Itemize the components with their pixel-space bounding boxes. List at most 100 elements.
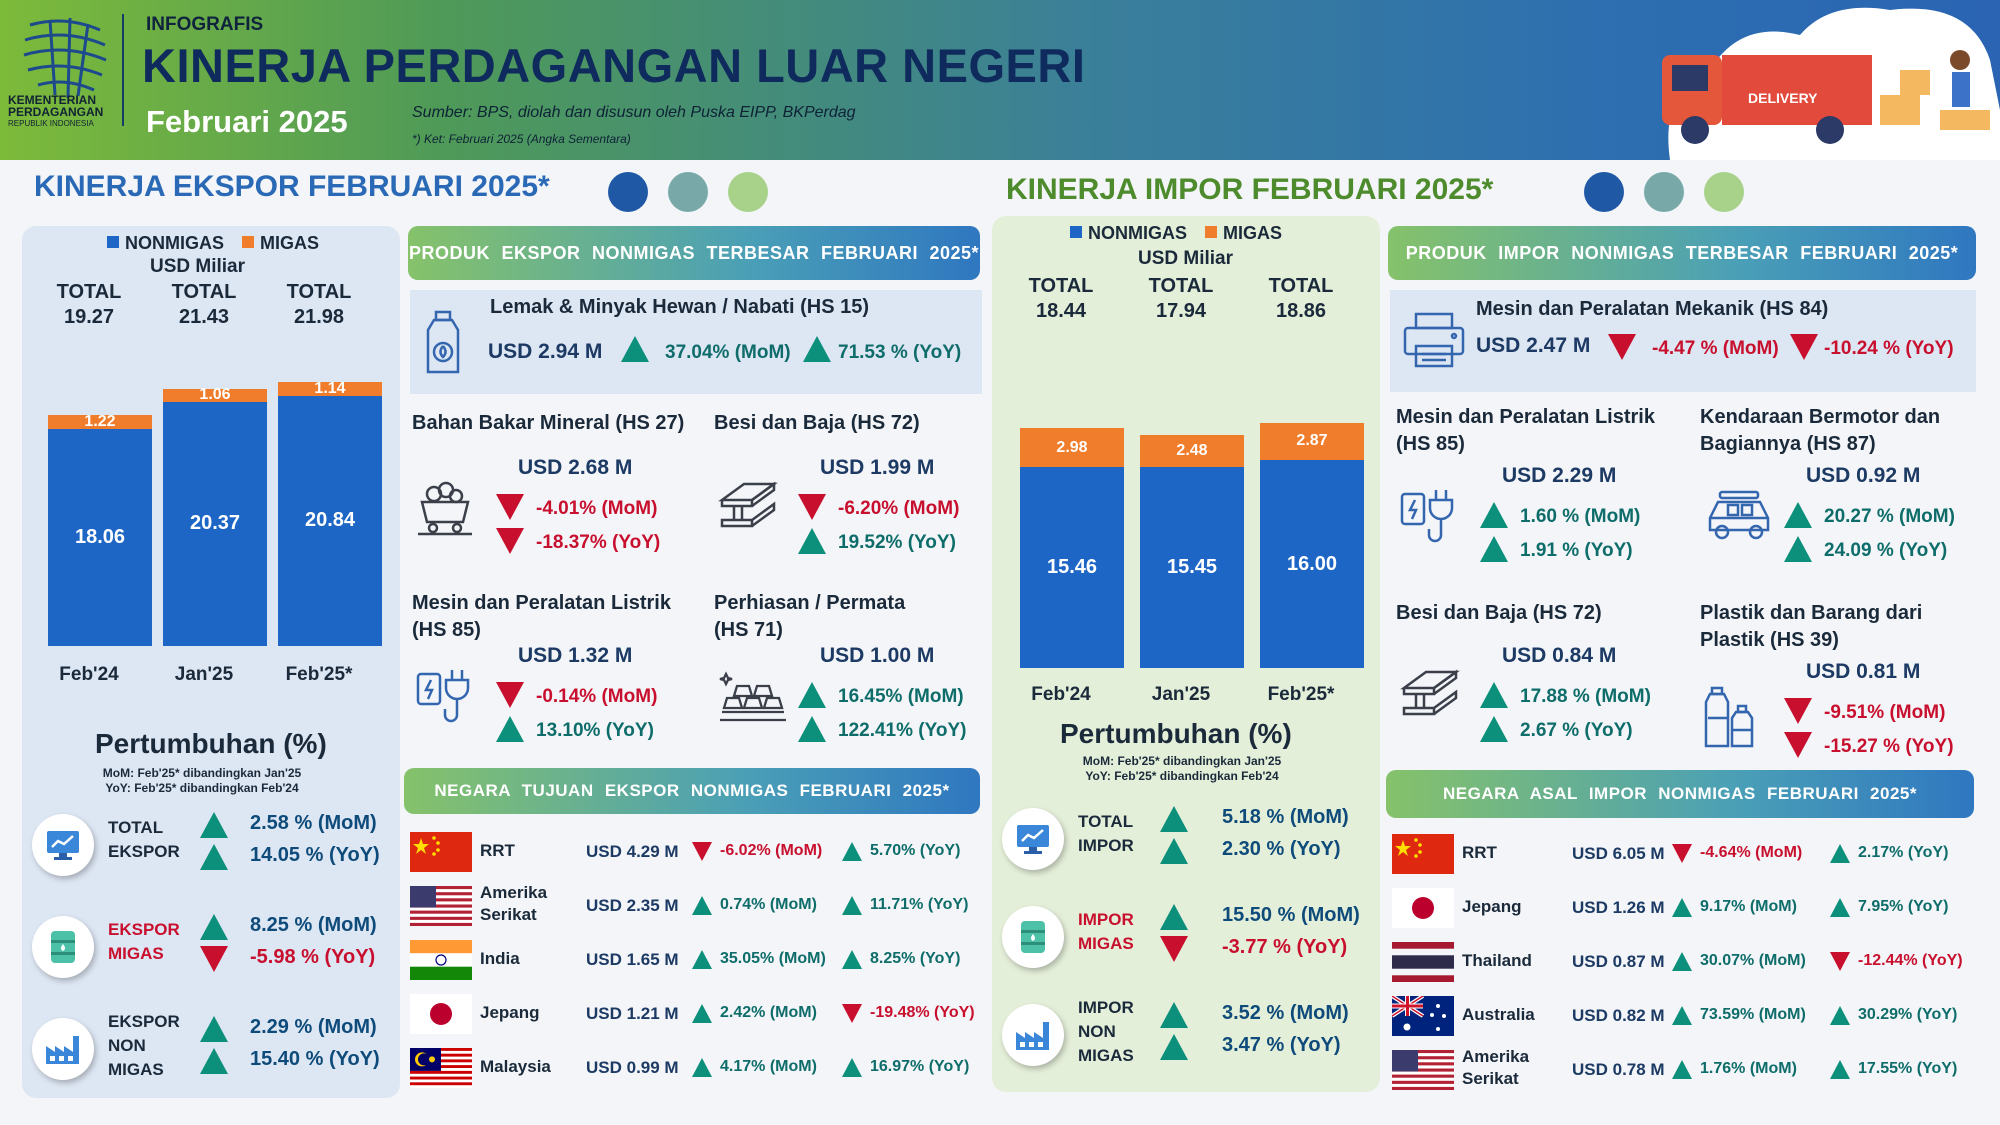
country-mom: 30.07% (MoM) bbox=[1700, 952, 1806, 969]
growth-mom: 2.29 % (MoM) bbox=[250, 1016, 377, 1038]
product-value: USD 1.99 M bbox=[820, 456, 935, 479]
product-yoy: 1.91 % (YoY) bbox=[1520, 540, 1633, 561]
bar-segment-nonmigas: 15.46 bbox=[1020, 467, 1124, 668]
country-name-line: Thailand bbox=[1462, 951, 1532, 970]
trend-up-icon bbox=[1160, 1034, 1188, 1060]
growth-label-line: NON bbox=[1078, 1022, 1116, 1041]
product-yoy: 19.52% (YoY) bbox=[838, 532, 956, 553]
product-name: Mesin dan Peralatan Listrik (HS 85) bbox=[1396, 404, 1655, 458]
oil-bottle-icon bbox=[422, 310, 464, 381]
country-name-line: Australia bbox=[1462, 1005, 1535, 1024]
chart-monitor-icon bbox=[32, 814, 94, 876]
growth-label-line: IMPOR bbox=[1078, 836, 1134, 855]
decor-dot bbox=[1584, 172, 1624, 212]
data-source: Sumber: BPS, diolah dan disusun oleh Pus… bbox=[412, 104, 856, 121]
product-value: USD 0.81 M bbox=[1806, 660, 1921, 683]
trend-up-icon bbox=[200, 1016, 228, 1042]
trend-up-icon bbox=[200, 844, 228, 870]
country-name: Thailand bbox=[1462, 950, 1532, 972]
growth-yoy: 15.40 % (YoY) bbox=[250, 1048, 380, 1070]
product-name-line: Plastik dan Barang dari bbox=[1700, 602, 1923, 624]
bar-total-label: TOTAL 21.43 bbox=[149, 280, 259, 330]
country-mom: 9.17% (MoM) bbox=[1700, 898, 1797, 915]
country-name: Jepang bbox=[480, 1002, 540, 1024]
export-growth-note: MoM: Feb'25* dibandingkan Jan'25 YoY: Feb… bbox=[102, 766, 302, 795]
export-countries-banner: NEGARA TUJUAN EKSPOR NONMIGAS FEBRUARI 2… bbox=[404, 768, 980, 814]
flag-australia-icon bbox=[1390, 994, 1454, 1036]
trend-up-icon bbox=[1830, 1060, 1850, 1079]
trend-down-icon bbox=[692, 842, 712, 861]
product-yoy: 13.10% (YoY) bbox=[536, 720, 654, 741]
bar-total-label: TOTAL 18.44 bbox=[1006, 274, 1116, 324]
trend-up-icon bbox=[692, 950, 712, 969]
car-icon bbox=[1704, 488, 1774, 547]
growth-label-line: NON bbox=[108, 1036, 146, 1055]
delivery-truck-icon: DELIVERY bbox=[1662, 7, 2000, 160]
trend-up-icon bbox=[1160, 806, 1188, 832]
category-label: Jan'25 bbox=[1151, 684, 1211, 705]
product-name-line: (HS 71) bbox=[714, 619, 783, 641]
country-name-line: Amerika bbox=[480, 883, 548, 902]
growth-label: IMPOR MIGAS bbox=[1078, 908, 1134, 956]
export-legend: NONMIGAS MIGAS bbox=[107, 233, 319, 254]
growth-label: EKSPOR MIGAS bbox=[108, 918, 180, 966]
flag-malaysia-icon bbox=[410, 1048, 472, 1088]
category-label: Feb'25* bbox=[1267, 684, 1335, 705]
country-value: USD 1.21 M bbox=[586, 1004, 679, 1023]
import-chart-panel: NONMIGAS MIGAS USD Miliar Pertumbuhan (%… bbox=[992, 216, 1380, 1092]
trend-up-icon bbox=[200, 914, 228, 940]
trend-up-icon bbox=[692, 1058, 712, 1077]
bar-total-label: TOTAL 17.94 bbox=[1126, 274, 1236, 324]
bar-segment-nonmigas: 20.84 bbox=[278, 395, 382, 646]
product-mom: -9.51% (MoM) bbox=[1824, 702, 1946, 723]
total-caption: TOTAL bbox=[171, 281, 237, 303]
bar-segment-migas: 2.87 bbox=[1260, 422, 1364, 460]
trend-down-icon bbox=[1672, 844, 1692, 863]
growth-label: TOTAL EKSPOR bbox=[108, 816, 180, 864]
product-name-line: Perhiasan / Permata bbox=[714, 592, 906, 614]
product-yoy: 2.67 % (YoY) bbox=[1520, 720, 1633, 741]
country-value: USD 2.35 M bbox=[586, 896, 679, 915]
trend-down-icon bbox=[1160, 936, 1188, 962]
import-unit-label: USD Miliar bbox=[1138, 248, 1234, 269]
product-name: Plastik dan Barang dari Plastik (HS 39) bbox=[1700, 600, 1922, 654]
trend-up-icon bbox=[1672, 1060, 1692, 1079]
bar-segment-nonmigas: 16.00 bbox=[1260, 460, 1364, 668]
country-value: USD 1.65 M bbox=[586, 950, 679, 969]
trend-up-icon bbox=[1480, 716, 1508, 742]
country-name-line: RRT bbox=[480, 841, 515, 860]
growth-yoy: 3.47 % (YoY) bbox=[1222, 1034, 1341, 1056]
trend-up-icon bbox=[200, 1048, 228, 1074]
growth-label-line: EKSPOR bbox=[108, 1012, 180, 1031]
growth-yoy: 2.30 % (YoY) bbox=[1222, 838, 1341, 860]
trend-up-icon bbox=[621, 336, 649, 362]
steel-beam-icon bbox=[718, 480, 780, 541]
product-mom: -6.20% (MoM) bbox=[838, 498, 960, 519]
country-value: USD 0.82 M bbox=[1572, 1006, 1665, 1025]
growth-yoy: 14.05 % (YoY) bbox=[250, 844, 380, 866]
page-title: KINERJA PERDAGANGAN LUAR NEGERI bbox=[142, 39, 1086, 92]
growth-label-line: EKSPOR bbox=[108, 920, 180, 939]
product-name: Besi dan Baja (HS 72) bbox=[714, 410, 920, 437]
legend-nonmigas: NONMIGAS bbox=[1070, 223, 1187, 244]
growth-label: IMPOR NON MIGAS bbox=[1078, 996, 1134, 1068]
product-mom: 1.60 % (MoM) bbox=[1520, 506, 1641, 527]
country-mom: 0.74% (MoM) bbox=[720, 896, 817, 913]
bar-segment-migas: 1.14 bbox=[278, 380, 382, 397]
flag-japan-icon bbox=[410, 994, 472, 1034]
ministry-logo-icon bbox=[23, 17, 107, 99]
legend-migas: MIGAS bbox=[242, 233, 319, 254]
product-name-line: (HS 85) bbox=[412, 619, 481, 641]
product-name-line: Mesin dan Peralatan Listrik bbox=[1396, 406, 1655, 428]
bar-total-label: TOTAL 21.98 bbox=[264, 280, 374, 330]
product-mom: 20.27 % (MoM) bbox=[1824, 506, 1955, 527]
import-countries-banner: NEGARA ASAL IMPOR NONMIGAS FEBRUARI 2025… bbox=[1386, 770, 1974, 818]
growth-mom: 2.58 % (MoM) bbox=[250, 812, 377, 834]
plastic-bottles-icon bbox=[1704, 684, 1760, 753]
country-name: RRT bbox=[480, 840, 515, 862]
export-products-banner: PRODUK EKSPOR NONMIGAS TERBESAR FEBRUARI… bbox=[408, 226, 980, 280]
country-value: USD 0.99 M bbox=[586, 1058, 679, 1077]
import-section-title: KINERJA IMPOR FEBRUARI 2025* bbox=[1006, 173, 1494, 206]
top-product-mom: 37.04% (MoM) bbox=[665, 342, 791, 363]
total-value: 18.86 bbox=[1275, 300, 1327, 322]
